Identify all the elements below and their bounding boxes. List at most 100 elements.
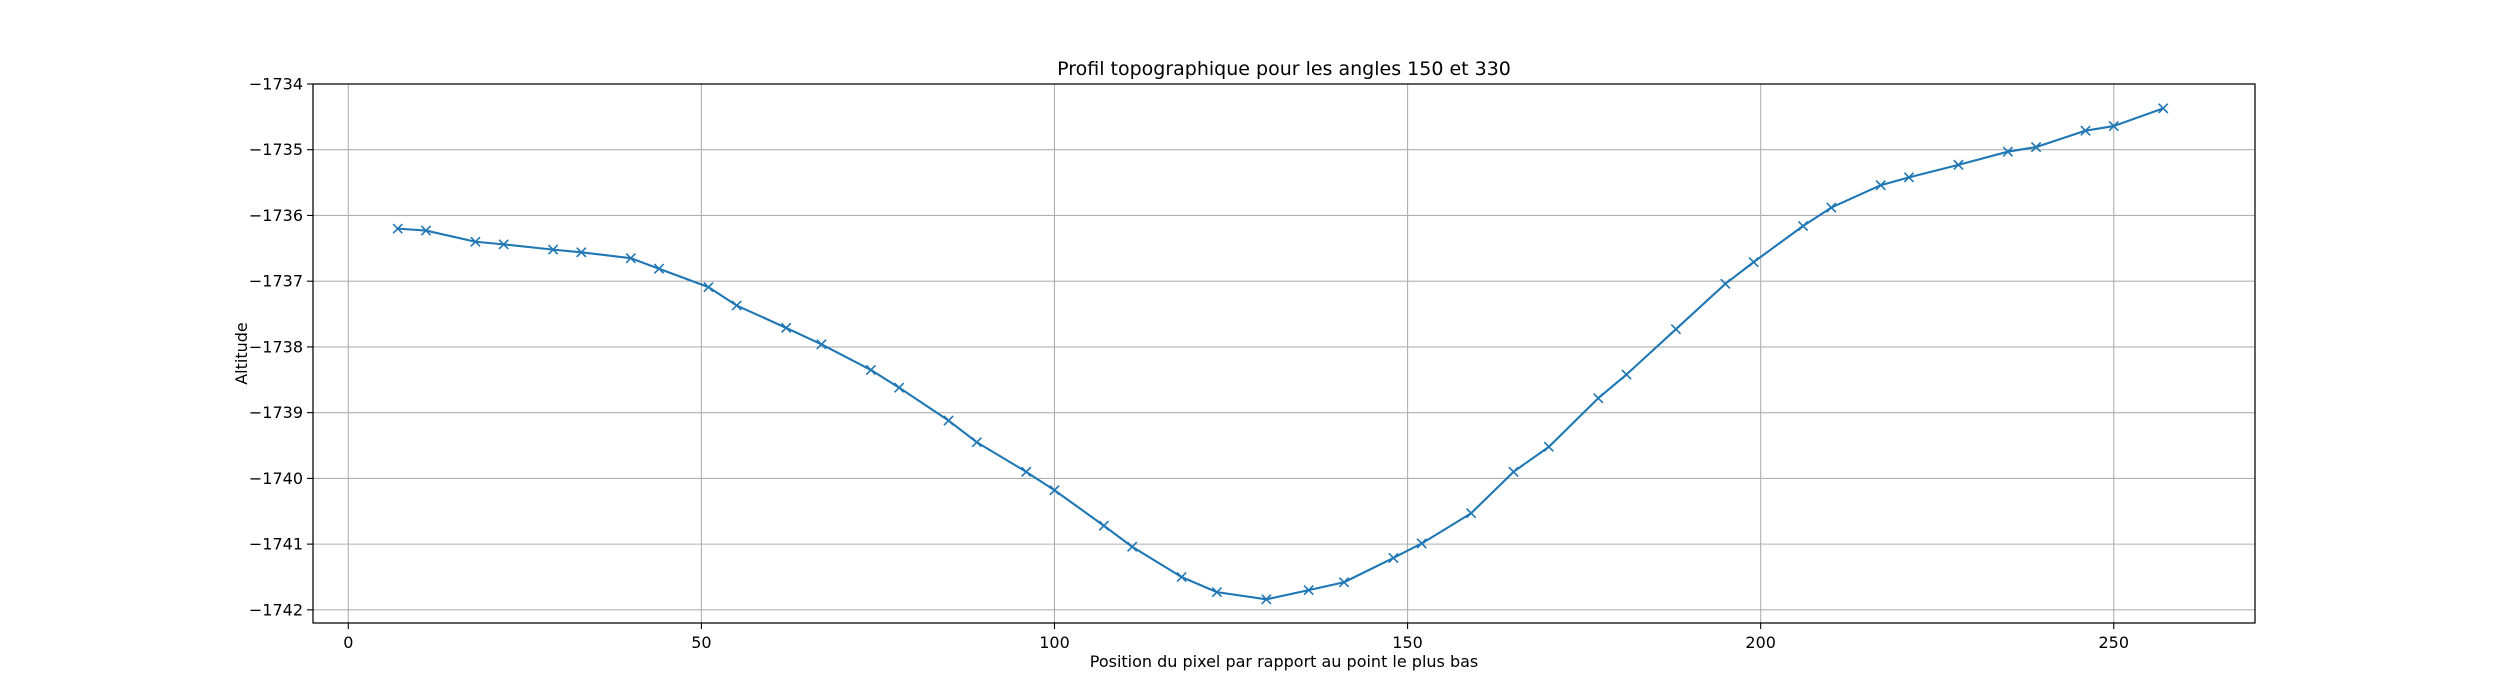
- data-point-marker: [1670, 324, 1682, 335]
- marker-stroke: [625, 253, 636, 264]
- data-point-marker: [1748, 256, 1759, 268]
- grid: [313, 83, 2255, 623]
- y-tick-label: −1737: [249, 272, 303, 291]
- data-point-marker: [816, 339, 827, 350]
- marker-stroke: [1826, 202, 1837, 213]
- data-point-marker: [1021, 466, 1032, 477]
- x-tick-label: 0: [343, 633, 353, 652]
- x-tick-label: 250: [2098, 633, 2129, 652]
- plot-area-frame: [312, 83, 2256, 624]
- marker-stroke: [1953, 159, 1964, 171]
- x-axis-label: Position du pixel par rapport au point l…: [1090, 652, 1479, 671]
- data-point-marker: [2080, 125, 2091, 136]
- marker-stroke: [1593, 393, 1604, 404]
- marker-stroke: [1388, 552, 1399, 564]
- data-point-marker: [731, 300, 742, 311]
- marker-stroke: [1720, 278, 1731, 289]
- data-point-marker: [576, 247, 587, 258]
- x-tick-label: 50: [691, 633, 711, 652]
- data-point-marker: [2002, 146, 2014, 157]
- data-point-marker: [498, 239, 509, 250]
- data-point-marker: [420, 225, 432, 236]
- y-tick-label: −1735: [249, 140, 303, 159]
- data-point-marker: [2108, 120, 2119, 132]
- marker-stroke: [703, 281, 714, 293]
- data-point-marker: [780, 322, 792, 334]
- marker-stroke: [780, 322, 792, 334]
- data-point-marker: [1621, 369, 1632, 380]
- marker-stroke: [1176, 571, 1187, 583]
- data-point-marker: [1875, 180, 1886, 191]
- marker-stroke: [1748, 256, 1759, 268]
- marker-stroke: [470, 236, 481, 247]
- data-point-marker: [1953, 159, 1964, 171]
- data-point-marker: [1338, 577, 1350, 588]
- data-point-marker: [1127, 541, 1138, 552]
- data-point-marker: [1826, 202, 1837, 213]
- marker-stroke: [1211, 586, 1223, 598]
- marker-stroke: [498, 239, 509, 250]
- data-series: [392, 103, 2169, 605]
- y-axis-label: Altitude: [232, 322, 251, 385]
- marker-stroke: [731, 300, 742, 311]
- data-point-marker: [1903, 172, 1915, 183]
- data-point-marker: [971, 437, 982, 448]
- marker-stroke: [1797, 220, 1809, 232]
- marker-stroke: [2108, 120, 2119, 132]
- marker-stroke: [1543, 441, 1554, 453]
- marker-stroke: [1465, 508, 1477, 519]
- marker-stroke: [1670, 324, 1682, 335]
- marker-stroke: [2080, 125, 2091, 136]
- data-point-marker: [1508, 466, 1519, 477]
- data-point-marker: [865, 364, 877, 376]
- data-point-marker: [893, 382, 905, 393]
- marker-stroke: [1303, 584, 1314, 596]
- marker-stroke: [653, 263, 665, 274]
- data-point-marker: [1261, 594, 1272, 605]
- marker-stroke: [2158, 103, 2169, 114]
- marker-stroke: [816, 339, 827, 350]
- marker-stroke: [865, 364, 877, 376]
- marker-stroke: [1261, 594, 1272, 605]
- data-point-marker: [1465, 508, 1477, 519]
- y-tick-label: −1742: [249, 600, 303, 619]
- marker-stroke: [971, 437, 982, 448]
- marker-stroke: [1049, 485, 1060, 496]
- data-point-marker: [1797, 220, 1809, 232]
- marker-stroke: [2030, 141, 2042, 153]
- marker-stroke: [576, 247, 587, 258]
- data-point-marker: [1543, 441, 1554, 453]
- marker-stroke: [943, 415, 954, 426]
- marker-stroke: [547, 244, 559, 255]
- data-point-marker: [2030, 141, 2042, 153]
- marker-stroke: [1098, 520, 1110, 531]
- data-point-marker: [2158, 103, 2169, 114]
- y-tick-label: −1734: [249, 75, 303, 94]
- axis-ticks: 0 50 100 150 200 250 −1734 −1735 −1736 −1737 −1738…: [249, 75, 2129, 653]
- data-point-marker: [1098, 520, 1110, 531]
- x-tick-label: 100: [1039, 633, 1070, 652]
- marker-stroke: [2002, 146, 2014, 157]
- marker-stroke: [1021, 466, 1032, 477]
- data-point-marker: [1593, 393, 1604, 404]
- x-tick-label: 200: [1745, 633, 1776, 652]
- marker-stroke: [420, 225, 432, 236]
- y-tick-label: −1740: [249, 469, 303, 488]
- y-tick-label: −1738: [249, 337, 303, 356]
- data-point-marker: [1211, 586, 1223, 598]
- data-point-marker: [392, 223, 403, 234]
- y-tick-label: −1736: [249, 206, 303, 225]
- data-point-marker: [1176, 571, 1187, 583]
- data-point-marker: [703, 281, 714, 293]
- y-tick-label: −1741: [249, 535, 303, 554]
- data-point-marker: [470, 236, 481, 247]
- marker-stroke: [1621, 369, 1632, 380]
- data-point-marker: [625, 253, 636, 264]
- data-point-marker: [943, 415, 954, 426]
- marker-stroke: [1508, 466, 1519, 477]
- data-point-marker: [547, 244, 559, 255]
- marker-stroke: [392, 223, 403, 234]
- marker-stroke: [1338, 577, 1350, 588]
